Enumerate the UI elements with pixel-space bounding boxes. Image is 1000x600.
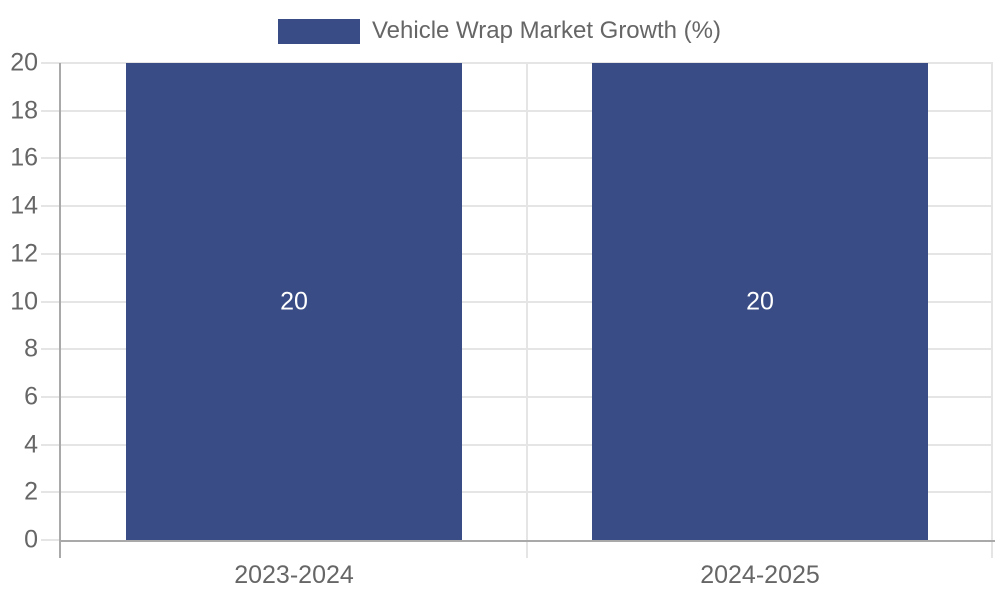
y-axis-tick xyxy=(41,157,61,160)
gridline-vertical xyxy=(991,63,993,540)
y-tick-label: 20 xyxy=(10,48,38,77)
y-tick-label: 10 xyxy=(10,287,38,315)
y-axis-tick xyxy=(41,109,61,112)
y-axis-tick xyxy=(41,205,61,208)
legend-swatch xyxy=(278,18,360,44)
y-axis-tick xyxy=(41,252,61,255)
legend-item[interactable]: Vehicle Wrap Market Growth (%) xyxy=(278,17,721,45)
y-tick-label: 2 xyxy=(24,477,38,506)
y-tick-label: 6 xyxy=(24,382,38,411)
y-tick-label: 12 xyxy=(10,239,38,268)
y-tick-label: 8 xyxy=(24,334,38,363)
y-axis-tick xyxy=(41,491,61,494)
x-tick-label: 2024-2025 xyxy=(700,561,820,589)
bar-value-label: 20 xyxy=(746,287,774,315)
x-axis-tick xyxy=(991,542,993,558)
x-axis-tick xyxy=(526,542,528,558)
y-tick-label: 16 xyxy=(10,143,38,172)
y-axis-tick xyxy=(41,443,61,446)
x-tick-label: 2023-2024 xyxy=(234,561,354,589)
bar[interactable] xyxy=(592,63,928,540)
y-axis-tick xyxy=(41,348,61,351)
bar-value-label: 20 xyxy=(280,287,308,315)
gridline-vertical xyxy=(526,63,528,540)
y-axis-tick xyxy=(41,300,61,303)
y-axis-tick xyxy=(41,395,61,398)
y-tick-label: 18 xyxy=(10,96,38,125)
x-axis-line xyxy=(59,540,995,542)
y-tick-label: 0 xyxy=(24,525,38,554)
y-axis-tick xyxy=(41,62,61,64)
y-axis-line xyxy=(59,63,61,558)
legend-label: Vehicle Wrap Market Growth (%) xyxy=(372,17,721,44)
y-axis-tick xyxy=(41,539,61,541)
y-tick-label: 4 xyxy=(24,430,38,459)
y-tick-label: 14 xyxy=(10,191,38,220)
bar[interactable] xyxy=(126,63,462,540)
